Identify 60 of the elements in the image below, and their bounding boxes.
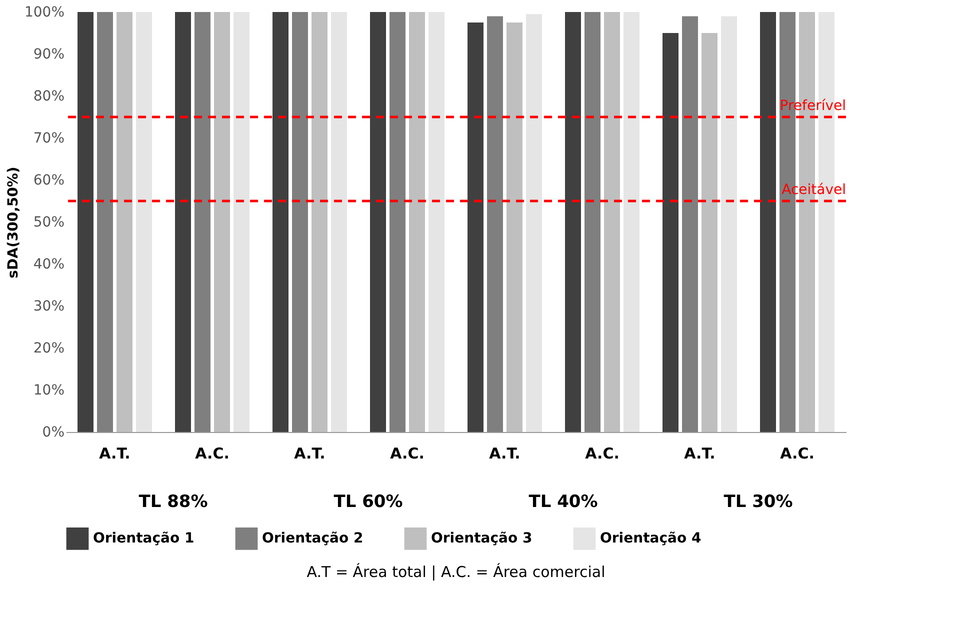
bar [565,12,581,432]
x-tick-label: A.C. [390,444,424,462]
y-tick-label: 100% [24,4,64,20]
y-tick-label: 80% [33,88,64,104]
y-axis-title: sDA(300,50%) [5,166,22,278]
bar [175,12,191,432]
bar [292,12,308,432]
legend-label: Orientação 3 [431,530,532,547]
bar [624,12,640,432]
legend-label: Orientação 4 [600,530,702,547]
bar [760,12,776,432]
bar [234,12,250,432]
bar [390,12,406,432]
ref-line-label: Aceitável [782,182,846,198]
bar [487,16,503,432]
legend-label: Orientação 2 [262,530,364,547]
bar [506,22,522,432]
bar [214,12,230,432]
text: TL 88% [138,492,208,512]
y-tick-label: 60% [33,172,64,188]
bar [584,12,600,432]
y-tick-label: 10% [33,382,64,398]
x-tick-label: A.C. [780,444,814,462]
x-tick-label: A.T. [489,444,520,462]
bar [721,16,737,432]
y-tick-label: 0% [42,424,64,440]
bar [312,12,328,432]
x-tick-label: A.T. [99,444,130,462]
x-tick-label: A.C. [585,444,620,462]
bar [682,16,698,432]
legend-label: Orientação 1 [93,530,194,547]
bar [662,33,678,432]
bar [97,12,113,432]
bar [370,12,386,432]
bar [526,14,542,432]
y-tick-label: 40% [33,256,64,272]
bar [409,12,425,432]
ref-line-label: Preferível [780,98,846,114]
y-tick-label: 70% [33,130,64,146]
y-tick-label: 20% [33,340,64,356]
y-tick-label: 90% [33,46,64,62]
text: TL 60% [334,492,403,512]
text: TL 40% [528,492,598,512]
bar [702,33,718,432]
x-tick-label: A.T. [684,444,716,462]
bar [272,12,288,432]
bar [194,12,210,432]
y-tick-label: 50% [33,214,64,230]
bar [468,22,484,432]
text: TL 30% [724,492,793,512]
bar [428,12,444,432]
bar [136,12,152,432]
bar [116,12,132,432]
y-tick-label: 30% [33,298,64,314]
text: A.T = Área total | A.C. = Área comercial [306,563,606,581]
bar [331,12,347,432]
bar [604,12,620,432]
bar [78,12,94,432]
x-tick-label: A.C. [195,444,230,462]
x-tick-label: A.T. [294,444,326,462]
